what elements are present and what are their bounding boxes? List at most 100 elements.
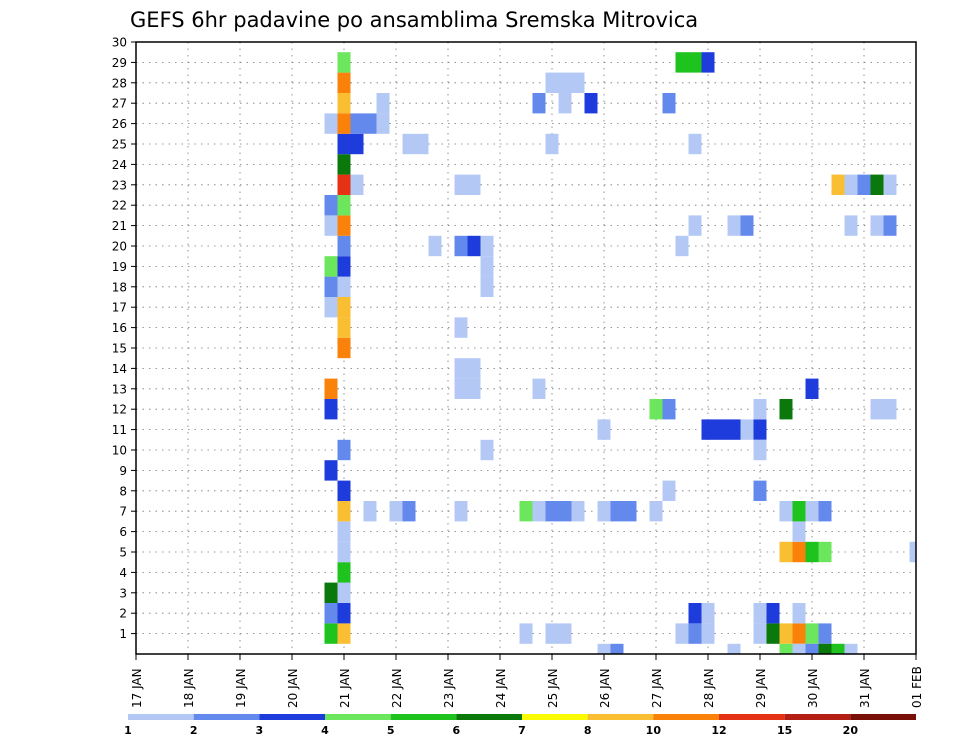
- legend-swatch: [850, 714, 916, 720]
- heatmap-cell: [831, 174, 845, 195]
- heatmap-cell: [558, 93, 572, 114]
- heatmap-cell: [805, 643, 819, 654]
- y-tick-label: 14: [112, 362, 127, 376]
- heatmap-cell: [779, 541, 793, 563]
- heatmap-cell: [454, 235, 468, 257]
- legend-swatch: [128, 714, 194, 720]
- heatmap-cell: [519, 501, 533, 522]
- heatmap-cell: [857, 174, 871, 195]
- y-tick-label: 3: [119, 586, 127, 600]
- heatmap-cell: [337, 337, 351, 359]
- y-tick-label: 26: [112, 117, 127, 131]
- heatmap-cell: [337, 72, 351, 93]
- heatmap-cell: [454, 378, 468, 399]
- x-tick-label: 19 JAN: [234, 668, 248, 708]
- x-tick-label: 17 JAN: [130, 668, 144, 708]
- heatmap-cell: [870, 215, 884, 236]
- heatmap-cell: [337, 52, 351, 73]
- heatmap-cell: [792, 603, 806, 624]
- heatmap-cell: [688, 603, 702, 624]
- legend-tick-label: 1: [124, 724, 132, 737]
- heatmap-cell: [727, 643, 741, 654]
- heatmap-cell: [480, 256, 494, 277]
- y-tick-label: 16: [112, 321, 127, 335]
- heatmap-cell: [402, 501, 416, 522]
- y-tick-label: 4: [119, 566, 127, 580]
- heatmap-cell: [480, 235, 494, 257]
- heatmap-cell: [649, 501, 663, 522]
- heatmap-cell: [337, 623, 351, 644]
- heatmap-cell: [467, 378, 481, 399]
- heatmap-cell: [337, 439, 351, 461]
- heatmap-cell: [545, 133, 559, 155]
- x-tick-label: 26 JAN: [598, 668, 612, 708]
- heatmap-cell: [454, 174, 468, 195]
- heatmap-cell: [779, 399, 793, 420]
- y-tick-label: 17: [112, 301, 127, 315]
- legend-tick-label: 10: [646, 724, 662, 737]
- heatmap-cell: [818, 623, 832, 644]
- heatmap-cell: [805, 623, 819, 644]
- heatmap-cell: [792, 643, 806, 654]
- x-tick-label: 27 JAN: [650, 668, 664, 708]
- heatmap-cell: [532, 501, 546, 522]
- x-tick-label: 22 JAN: [390, 668, 404, 708]
- heatmap-cell: [571, 72, 585, 93]
- color-legend: 1 2 3 4 5 6 7 8 10 12 15 20: [124, 714, 916, 737]
- x-tick-label: 28 JAN: [702, 668, 716, 708]
- heatmap-cell: [727, 419, 741, 440]
- heatmap-cell: [415, 133, 429, 155]
- legend-tick-label: 8: [584, 724, 592, 737]
- heatmap-cell: [909, 541, 916, 563]
- heatmap-cell: [545, 623, 559, 644]
- x-tick-label: 31 JAN: [858, 668, 872, 708]
- heatmap-cell: [571, 501, 585, 522]
- heatmap-cell: [532, 93, 546, 114]
- heatmap-cell: [675, 623, 689, 644]
- heatmap-cell: [805, 501, 819, 522]
- heatmap-cell: [376, 113, 390, 134]
- heatmap-cell: [675, 235, 689, 257]
- heatmap-cell: [753, 399, 767, 420]
- heatmap-cell: [792, 521, 806, 542]
- heatmap-cell: [337, 582, 351, 603]
- heatmap-cell: [389, 501, 403, 522]
- heatmap-cell: [818, 541, 832, 563]
- y-tick-label: 27: [112, 97, 127, 111]
- heatmap-cell: [467, 235, 481, 257]
- legend-swatch: [784, 714, 851, 720]
- x-tick-label: 23 JAN: [442, 668, 456, 708]
- legend-swatch: [719, 714, 785, 720]
- heatmap-cell: [545, 501, 559, 522]
- x-tick-label: 24 JAN: [494, 668, 508, 708]
- heatmap-cell: [324, 113, 338, 134]
- y-tick-label: 8: [119, 484, 127, 498]
- y-tick-label: 22: [112, 199, 127, 213]
- heatmap-cell: [779, 623, 793, 644]
- x-tick-label: 21 JAN: [338, 668, 352, 708]
- heatmap-cell: [792, 501, 806, 522]
- heatmap-cell: [662, 480, 676, 501]
- heatmap-cell: [337, 562, 351, 583]
- heatmap-cell: [844, 215, 858, 236]
- heatmap-cell: [337, 603, 351, 624]
- legend-swatch: [193, 714, 260, 720]
- y-tick-label: 25: [112, 138, 127, 152]
- heatmap-cell: [688, 133, 702, 155]
- legend-swatch: [587, 714, 654, 720]
- legend-swatch: [259, 714, 325, 720]
- heatmap-cell: [363, 113, 377, 134]
- heatmap-cell: [766, 603, 780, 624]
- heatmap-cell: [753, 623, 767, 644]
- legend-tick-label: 20: [843, 724, 859, 737]
- heatmap-cell: [870, 174, 884, 195]
- heatmap-cell: [714, 419, 728, 440]
- heatmap-cell: [467, 174, 481, 195]
- heatmap-cell: [324, 256, 338, 277]
- heatmap-cell: [753, 480, 767, 501]
- heatmap-cell: [454, 358, 468, 379]
- heatmap-cell: [597, 419, 611, 440]
- heatmap-cell: [818, 643, 832, 654]
- heatmap-cell: [324, 297, 338, 318]
